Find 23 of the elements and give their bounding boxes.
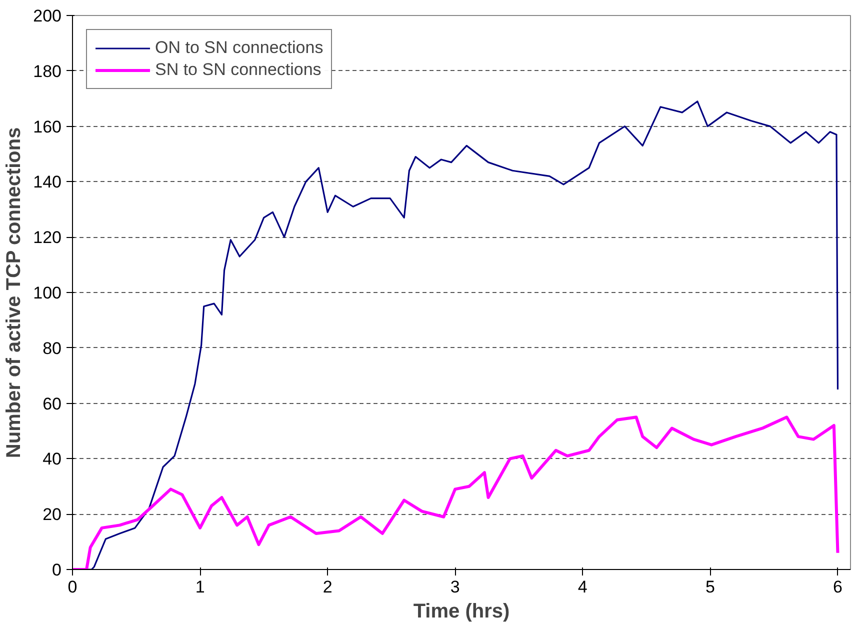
y-tick-label: 80 <box>42 338 62 358</box>
x-tick-label: 3 <box>450 578 460 596</box>
x-tick-label: 5 <box>705 578 715 596</box>
x-tick-label: 1 <box>195 578 205 596</box>
legend-label: ON to SN connections <box>155 38 324 58</box>
x-tick-label: 6 <box>833 578 842 596</box>
y-tick-label: 20 <box>42 505 62 524</box>
y-tick-label: 100 <box>33 284 62 302</box>
y-tick-label: 40 <box>42 450 62 469</box>
y-tick-label: 200 <box>33 6 62 26</box>
y-tick-label: 140 <box>33 172 62 192</box>
y-axis-title: Number of active TCP connections <box>3 127 26 458</box>
x-axis-title: Time (hrs) <box>413 600 510 622</box>
line-series <box>72 416 840 570</box>
y-tick-label: 0 <box>52 560 62 580</box>
x-tick-label: 4 <box>578 578 588 596</box>
legend-label: SN to SN connections <box>155 60 322 80</box>
y-tick-label: 160 <box>33 117 62 136</box>
x-tick-label: 0 <box>68 578 78 596</box>
x-tick-label: 2 <box>322 578 332 596</box>
y-tick-label: 180 <box>33 62 62 81</box>
y-tick-label: 120 <box>33 228 62 248</box>
y-tick-label: 60 <box>42 394 62 414</box>
